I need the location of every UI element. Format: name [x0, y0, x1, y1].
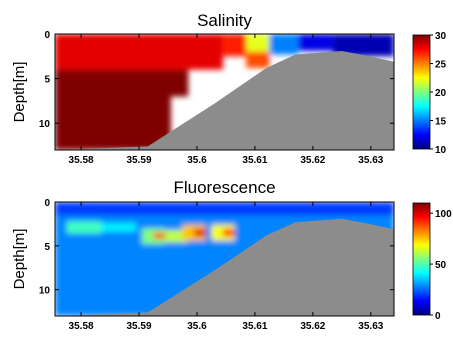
y-tick-label: 5: [44, 242, 50, 253]
x-tick-label: 35.63: [358, 321, 383, 332]
heatmap-cell: [246, 51, 270, 68]
colorbar-fluorescence: 0 50 100: [412, 202, 452, 322]
x-tick-label: 35.62: [300, 155, 325, 166]
heatmap-cell: [194, 229, 206, 237]
heatmap-cell: [298, 34, 334, 51]
y-tick-label: 10: [39, 119, 51, 130]
heatmap-cell: [55, 34, 224, 70]
heatmap-cell: [55, 96, 171, 150]
colorbar-tick-label: 20: [435, 88, 447, 99]
heatmap-cell: [269, 34, 299, 55]
heatmap-cell: [153, 232, 166, 239]
chart-title-fluorescence: Fluorescence: [173, 178, 275, 197]
x-tick-label: 35.61: [242, 321, 267, 332]
colorbar-gradient: [412, 202, 431, 316]
ylabel-fluorescence: Depth[m]: [11, 229, 28, 290]
x-tick-label: 35.61: [242, 155, 267, 166]
colorbar-gradient: [412, 34, 431, 150]
y-tick-label: 0: [44, 30, 50, 41]
heatmap-cell: [246, 34, 270, 52]
heatmap-cell: [66, 221, 102, 234]
plot-frame-salinity: [54, 33, 395, 151]
y-tick-label: 5: [44, 75, 50, 86]
colorbar-ticks-salinity: 10 15 20 25 30: [430, 31, 447, 156]
y-ticks-salinity: 0 5 10: [39, 30, 394, 130]
colorbar-tick-label: 10: [435, 145, 447, 156]
x-ticks-salinity: 35.58 35.59 35.6 35.61 35.62 35.63: [69, 34, 384, 166]
y-tick-label: 10: [39, 286, 51, 297]
colorbar-salinity: 10 15 20 25 30: [412, 31, 447, 156]
colorbar-tick-label: 15: [435, 117, 447, 128]
heatmap-cell: [333, 34, 394, 57]
colorbar-tick-label: 25: [435, 60, 447, 71]
colorbar-tick-label: 30: [435, 31, 447, 42]
salinity-field: [55, 34, 394, 150]
colorbar-ticks-fluorescence: 0 50 100: [430, 209, 452, 322]
x-tick-label: 35.63: [358, 155, 383, 166]
y-ticks-fluorescence: 0 5 10: [39, 198, 394, 297]
fluorescence-field: [55, 202, 394, 316]
x-tick-label: 35.58: [69, 321, 94, 332]
heatmap-cell: [55, 202, 394, 216]
heatmap-cell: [55, 69, 189, 97]
x-tick-label: 35.62: [300, 321, 325, 332]
plot-frame-fluorescence: [54, 201, 395, 317]
heatmap-cell: [101, 223, 137, 232]
colorbar-tick-label: 50: [435, 260, 447, 271]
chart-title-salinity: Salinity: [197, 11, 252, 30]
seafloor: [55, 218, 394, 316]
ylabel-salinity: Depth[m]: [11, 62, 28, 123]
colorbar-tick-label: 100: [435, 209, 452, 220]
y-tick-label: 0: [44, 198, 50, 209]
x-ticks-fluorescence: 35.58 35.59 35.6 35.61 35.62 35.63: [69, 202, 384, 332]
seafloor: [55, 51, 394, 150]
x-tick-label: 35.6: [187, 155, 207, 166]
fluorescence-panel: Fluorescence Depth[m] 35.58 35.59 35.6 35.6…: [11, 178, 452, 332]
x-tick-label: 35.58: [69, 155, 94, 166]
salinity-panel: Salinity Depth[m] 35.58 35.59 35.6 35.61 35.…: [11, 11, 447, 166]
colorbar-tick-label: 0: [435, 311, 441, 322]
heatmap-cell: [223, 34, 247, 57]
x-tick-label: 35.59: [127, 155, 152, 166]
salinity-cells: [55, 34, 394, 150]
x-tick-label: 35.59: [127, 321, 152, 332]
heatmap-cell: [223, 229, 235, 237]
x-tick-label: 35.6: [187, 321, 207, 332]
